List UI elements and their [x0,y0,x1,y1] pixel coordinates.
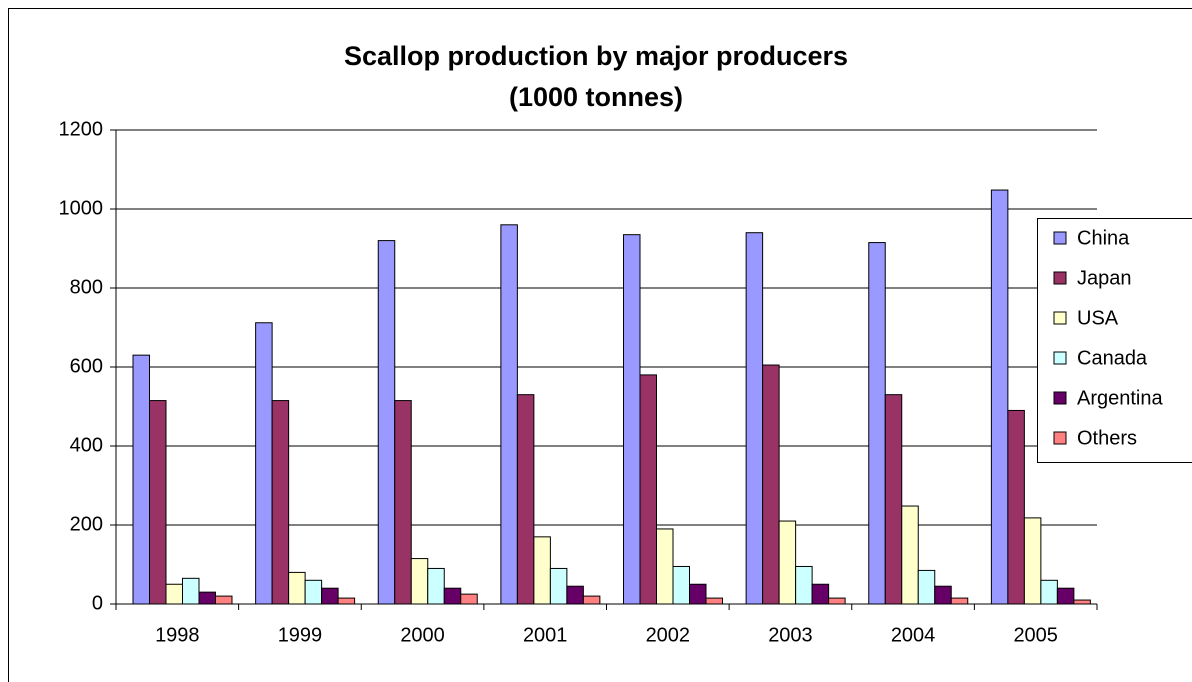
y-tick-label: 1200 [59,118,104,140]
bar [1040,579,1058,605]
legend-label: China [1077,227,1130,249]
bar [394,400,412,605]
y-tick-label: 1000 [59,197,104,219]
x-tick-label: 2002 [646,624,691,646]
chart-title: Scallop production by major producers [344,41,848,71]
x-tick-label: 2004 [891,624,936,646]
bar [934,585,952,605]
bar [215,595,233,605]
y-tick-label: 800 [70,276,103,298]
bar [582,595,601,605]
legend-swatch [1053,391,1067,405]
bar [377,240,396,605]
y-tick-label: 600 [70,355,103,377]
legend-swatch [1053,431,1067,445]
legend-label: Argentina [1077,387,1163,409]
legend-label: Japan [1077,267,1132,289]
bar [460,593,478,605]
bar [1007,409,1025,605]
bar [410,558,429,605]
y-tick-label: 400 [70,434,103,456]
bar [811,583,830,605]
bar [917,569,936,605]
x-tick-label: 2001 [523,624,568,646]
bar [901,505,919,605]
legend-swatch [1053,231,1067,245]
bar [321,587,339,605]
legend-label: USA [1077,307,1119,329]
x-tick-label: 2000 [400,624,445,646]
bar [288,571,306,605]
bar [427,567,445,605]
bar [1023,517,1042,605]
bar [533,536,551,605]
legend-label: Canada [1077,347,1148,369]
bar [950,597,969,605]
bar [705,597,723,605]
legend-box [1037,218,1192,463]
bar [639,374,657,605]
bar [1073,599,1091,605]
legend-swatch [1053,271,1067,285]
bar [828,597,846,605]
bar [500,224,518,605]
bar [868,242,886,605]
bar [549,567,568,605]
legend-swatch [1053,351,1067,365]
x-tick-label: 2003 [768,624,813,646]
bar [516,394,535,605]
bar [165,583,183,605]
legend-swatch [1053,311,1067,325]
bar [990,189,1009,605]
bar [1056,587,1075,605]
bar [255,322,273,605]
x-tick-label: 2005 [1013,624,1058,646]
bar [337,597,356,605]
bar [672,565,690,605]
bar [656,528,674,605]
bar [132,354,150,605]
y-tick-label: 0 [92,592,103,614]
x-tick-label: 1998 [155,624,200,646]
y-tick-label: 200 [70,513,103,535]
bar [304,579,323,605]
bar [182,577,200,605]
bar [443,587,462,605]
chart-subtitle: (1000 tonnes) [509,82,683,112]
bar [778,520,797,605]
bar [198,591,216,605]
bar [566,585,584,605]
bar [762,364,780,605]
bar [623,234,641,605]
x-tick-label: 1999 [278,624,323,646]
bar [271,400,290,605]
bar [689,583,707,605]
legend-label: Others [1077,427,1137,449]
bar [149,400,167,605]
bar [795,565,813,605]
bar [745,232,764,605]
bar [884,394,903,605]
